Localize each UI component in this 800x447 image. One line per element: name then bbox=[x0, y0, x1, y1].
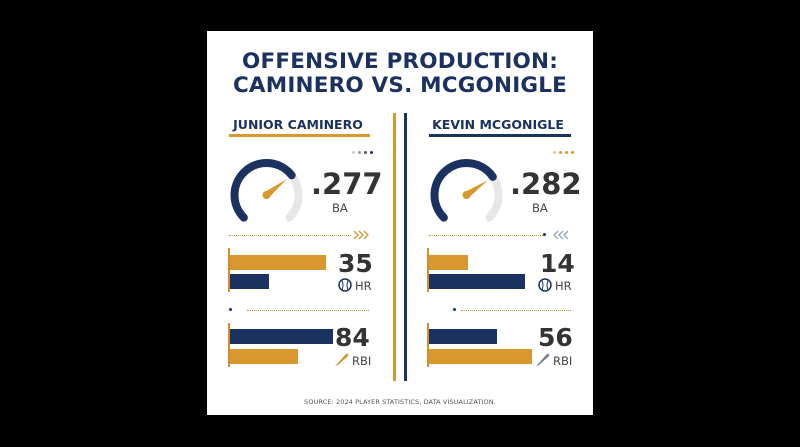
infographic-card: OFFENSIVE PRODUCTION: CAMINERO VS. MCGON… bbox=[207, 31, 593, 415]
decorative-dots bbox=[553, 151, 574, 154]
rbi-bar-caminero-ref bbox=[429, 349, 532, 364]
hr-label-mcgonigle: HR bbox=[555, 279, 572, 293]
hr-bar-caminero-ref bbox=[429, 274, 526, 289]
baseball-icon bbox=[538, 278, 552, 292]
player-underline-caminero bbox=[229, 134, 370, 137]
gauge-fill bbox=[430, 159, 497, 222]
player-name-caminero: JUNIOR CAMINERO bbox=[233, 117, 363, 132]
hr-label-caminero: HR bbox=[355, 279, 372, 293]
rbi-bar-mcgonigle-ref bbox=[230, 349, 299, 364]
ba-value-mcgonigle: .282 bbox=[510, 167, 582, 201]
ba-gauge-caminero bbox=[230, 159, 303, 222]
gauge-needle bbox=[464, 180, 488, 198]
decorative-dots bbox=[229, 308, 232, 311]
rbi-axis-mcgonigle bbox=[427, 323, 429, 367]
bat-icon bbox=[536, 353, 550, 366]
rbi-value-mcgonigle: 56 bbox=[538, 323, 573, 352]
divider-dotted bbox=[229, 235, 351, 236]
hr-bar-mcgonigle bbox=[429, 255, 468, 270]
ba-gauge-mcgonigle bbox=[430, 159, 503, 222]
rbi-axis-caminero bbox=[228, 323, 230, 367]
hr-bar-mcgonigle-ref bbox=[230, 274, 269, 289]
hr-bar-caminero bbox=[230, 255, 327, 270]
player-underline-mcgonigle bbox=[429, 134, 571, 137]
divider-dotted bbox=[429, 235, 543, 236]
gauge-fill bbox=[230, 159, 296, 222]
source-note: SOURCE: 2024 PLAYER STATISTICS, DATA VIS… bbox=[304, 398, 496, 406]
player-name-mcgonigle: KEVIN MCGONIGLE bbox=[432, 117, 564, 132]
chevron-icon bbox=[353, 230, 369, 240]
decorative-dots bbox=[453, 308, 456, 311]
chart-title-line-1: OFFENSIVE PRODUCTION: bbox=[241, 49, 559, 74]
hr-value-caminero: 35 bbox=[338, 249, 373, 278]
rbi-label-caminero: RBI bbox=[352, 354, 372, 368]
hr-axis-caminero bbox=[228, 248, 230, 292]
ba-label-caminero: BA bbox=[332, 201, 348, 215]
chevron-left-icon bbox=[553, 230, 569, 240]
ba-label-mcgonigle: BA bbox=[532, 201, 548, 215]
chart-title-line-2: CAMINERO VS. MCGONIGLE bbox=[232, 73, 568, 98]
divider-dotted bbox=[461, 310, 571, 311]
divider-dotted bbox=[247, 310, 369, 311]
gauge-pivot bbox=[262, 191, 271, 199]
rbi-value-caminero: 84 bbox=[335, 323, 370, 352]
decorative-dots bbox=[543, 233, 546, 236]
center-divider-navy bbox=[404, 113, 407, 381]
baseball-icon bbox=[338, 278, 352, 292]
decorative-dots bbox=[352, 151, 373, 154]
rbi-label-mcgonigle: RBI bbox=[553, 354, 573, 368]
bat-icon bbox=[335, 353, 349, 366]
hr-value-mcgonigle: 14 bbox=[540, 249, 575, 278]
rbi-bar-caminero bbox=[230, 329, 333, 344]
center-divider-gold bbox=[393, 113, 396, 381]
hr-axis-mcgonigle bbox=[427, 248, 429, 292]
gauge-pivot bbox=[462, 191, 471, 199]
rbi-bar-mcgonigle bbox=[429, 329, 498, 344]
ba-value-caminero: .277 bbox=[311, 167, 383, 201]
